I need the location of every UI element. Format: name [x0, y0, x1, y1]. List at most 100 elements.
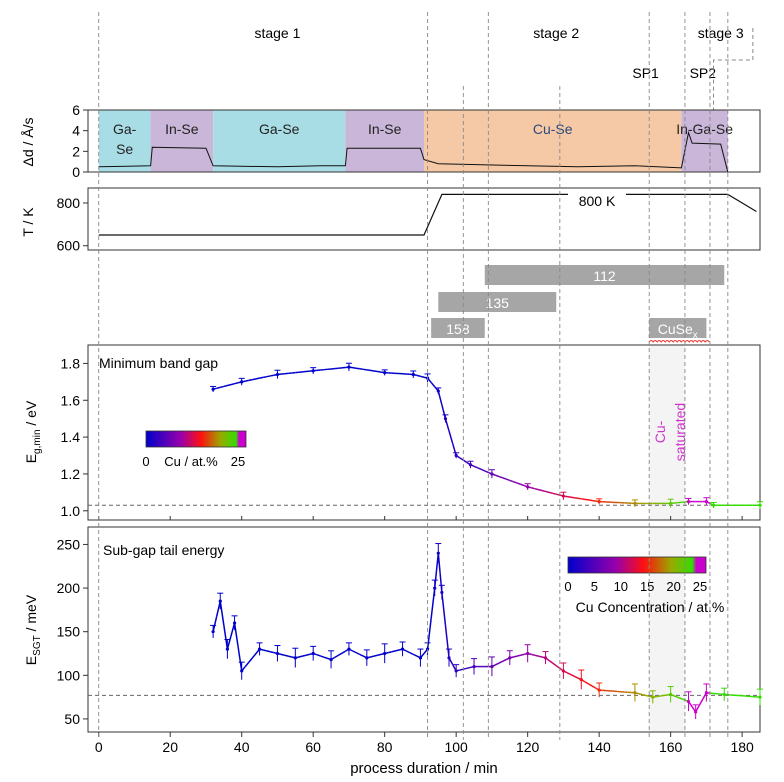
- x-tick-label: 100: [444, 739, 468, 755]
- tail-point: [293, 656, 297, 660]
- band-gap-point: [561, 494, 566, 498]
- band-gap-point: [669, 501, 673, 506]
- tail-point: [472, 664, 476, 669]
- tail-segment: [426, 618, 432, 650]
- tail-segment: [223, 625, 229, 650]
- band-gap-point: [711, 503, 716, 507]
- rate-region-2: [150, 110, 214, 172]
- tail-point: [433, 586, 437, 590]
- band-gap-ytick-label: 1.6: [61, 392, 81, 408]
- temp-series-line: [98, 193, 757, 236]
- tail-ytick-label: 50: [64, 711, 80, 727]
- band-gap-segment: [416, 374, 421, 378]
- tail-segment: [284, 654, 289, 657]
- band-gap-segment: [227, 383, 232, 387]
- tail-segment: [280, 653, 285, 656]
- tail-segment: [584, 681, 589, 685]
- band-gap-point: [633, 501, 637, 506]
- tail-segment: [673, 695, 679, 698]
- tail-segment: [237, 646, 243, 672]
- tail-segment: [516, 654, 521, 657]
- band-gap-point: [758, 503, 762, 507]
- x-tick-label: 120: [516, 739, 540, 755]
- stage-label-1: stage 1: [254, 25, 300, 41]
- band-gap-point: [490, 472, 494, 476]
- band-gap-segment: [495, 474, 500, 478]
- tail-segment: [677, 696, 682, 700]
- tail-segment: [588, 683, 593, 687]
- band-gap-segment: [370, 369, 375, 372]
- band-gap-segment: [591, 499, 596, 502]
- small-colorbar-title: Cu / at.%: [164, 454, 218, 469]
- band-gap-segment: [262, 375, 267, 379]
- tail-segment: [638, 692, 643, 696]
- band-gap-segment: [444, 418, 450, 432]
- stage-label-2: stage 2: [533, 25, 579, 41]
- band-gap-segment: [570, 496, 575, 499]
- tail-segment: [520, 653, 525, 656]
- large-colorbar-tick: 15: [640, 579, 654, 594]
- temp-ytick-label: 600: [57, 238, 81, 254]
- tail-point: [240, 669, 244, 673]
- tail-ytick-label: 200: [57, 580, 81, 596]
- band-gap-segment: [377, 370, 382, 373]
- tail-point: [257, 647, 262, 651]
- tail-point: [651, 695, 655, 699]
- large-colorbar-tick: 20: [666, 579, 680, 594]
- tail-point: [225, 647, 230, 651]
- band-gap-point: [411, 372, 415, 377]
- tail-segment: [645, 694, 650, 697]
- phase-bars: 112 135 158 CuSex: [431, 265, 725, 343]
- stage-labels: stage 1 stage 2 stage 3: [254, 25, 743, 41]
- tail-segment: [266, 650, 271, 653]
- tail-point: [543, 656, 548, 660]
- rate-ytick-label: 4: [72, 123, 80, 139]
- band-gap-segment: [420, 375, 425, 378]
- tail-segment: [270, 651, 275, 654]
- tail-segment: [212, 616, 218, 632]
- band-gap-segment: [248, 378, 253, 382]
- tail-segment: [287, 655, 292, 658]
- rate-ytick-label: 2: [72, 143, 80, 159]
- tail-segment: [405, 650, 411, 654]
- band-gap-point: [704, 499, 708, 504]
- temp-annotation: 800 K: [579, 193, 616, 209]
- large-colorbar-tick: 25: [693, 579, 707, 594]
- rate-ytick-label: 6: [72, 102, 80, 118]
- tail-segment: [388, 651, 393, 654]
- tail-segment: [502, 658, 507, 663]
- x-tick-label: 160: [659, 739, 683, 755]
- tail-segment: [298, 655, 303, 658]
- tail-segment: [513, 655, 518, 658]
- x-tick-label: 60: [305, 739, 321, 755]
- tail-segment: [302, 654, 307, 657]
- band-gap-segment: [581, 498, 585, 501]
- band-gap-segment: [548, 491, 553, 495]
- tail-segment: [305, 653, 310, 656]
- large-colorbar: [567, 556, 707, 574]
- tail-segment: [573, 675, 579, 679]
- tail-segment: [359, 653, 364, 657]
- tail-segment: [444, 625, 450, 658]
- phase-bar-cuse: [649, 318, 707, 338]
- band-gap-ytick-label: 1.0: [61, 503, 81, 519]
- band-gap-segment: [574, 496, 578, 500]
- rate-region-label-4: In-Se: [368, 121, 402, 137]
- band-gap-segment: [255, 377, 260, 380]
- tail-ytick-label: 250: [57, 536, 81, 552]
- tail-segment: [663, 694, 668, 697]
- band-gap-segment: [373, 370, 378, 373]
- tail-segment: [226, 635, 232, 650]
- band-gap-ytick-label: 1.4: [61, 429, 81, 445]
- tail-segment: [352, 650, 357, 654]
- rate-region-4: [345, 110, 424, 172]
- band-gap-point: [454, 453, 458, 458]
- rate-region-label-3: Ga-Se: [259, 121, 300, 137]
- tail-point: [383, 651, 387, 656]
- rate-region-label-1: Ga-Se: [113, 121, 137, 157]
- phase-bar-135: [438, 292, 557, 312]
- large-colorbar-tick: 10: [614, 579, 628, 594]
- tail-segment: [534, 654, 539, 657]
- tail-segment: [391, 650, 396, 653]
